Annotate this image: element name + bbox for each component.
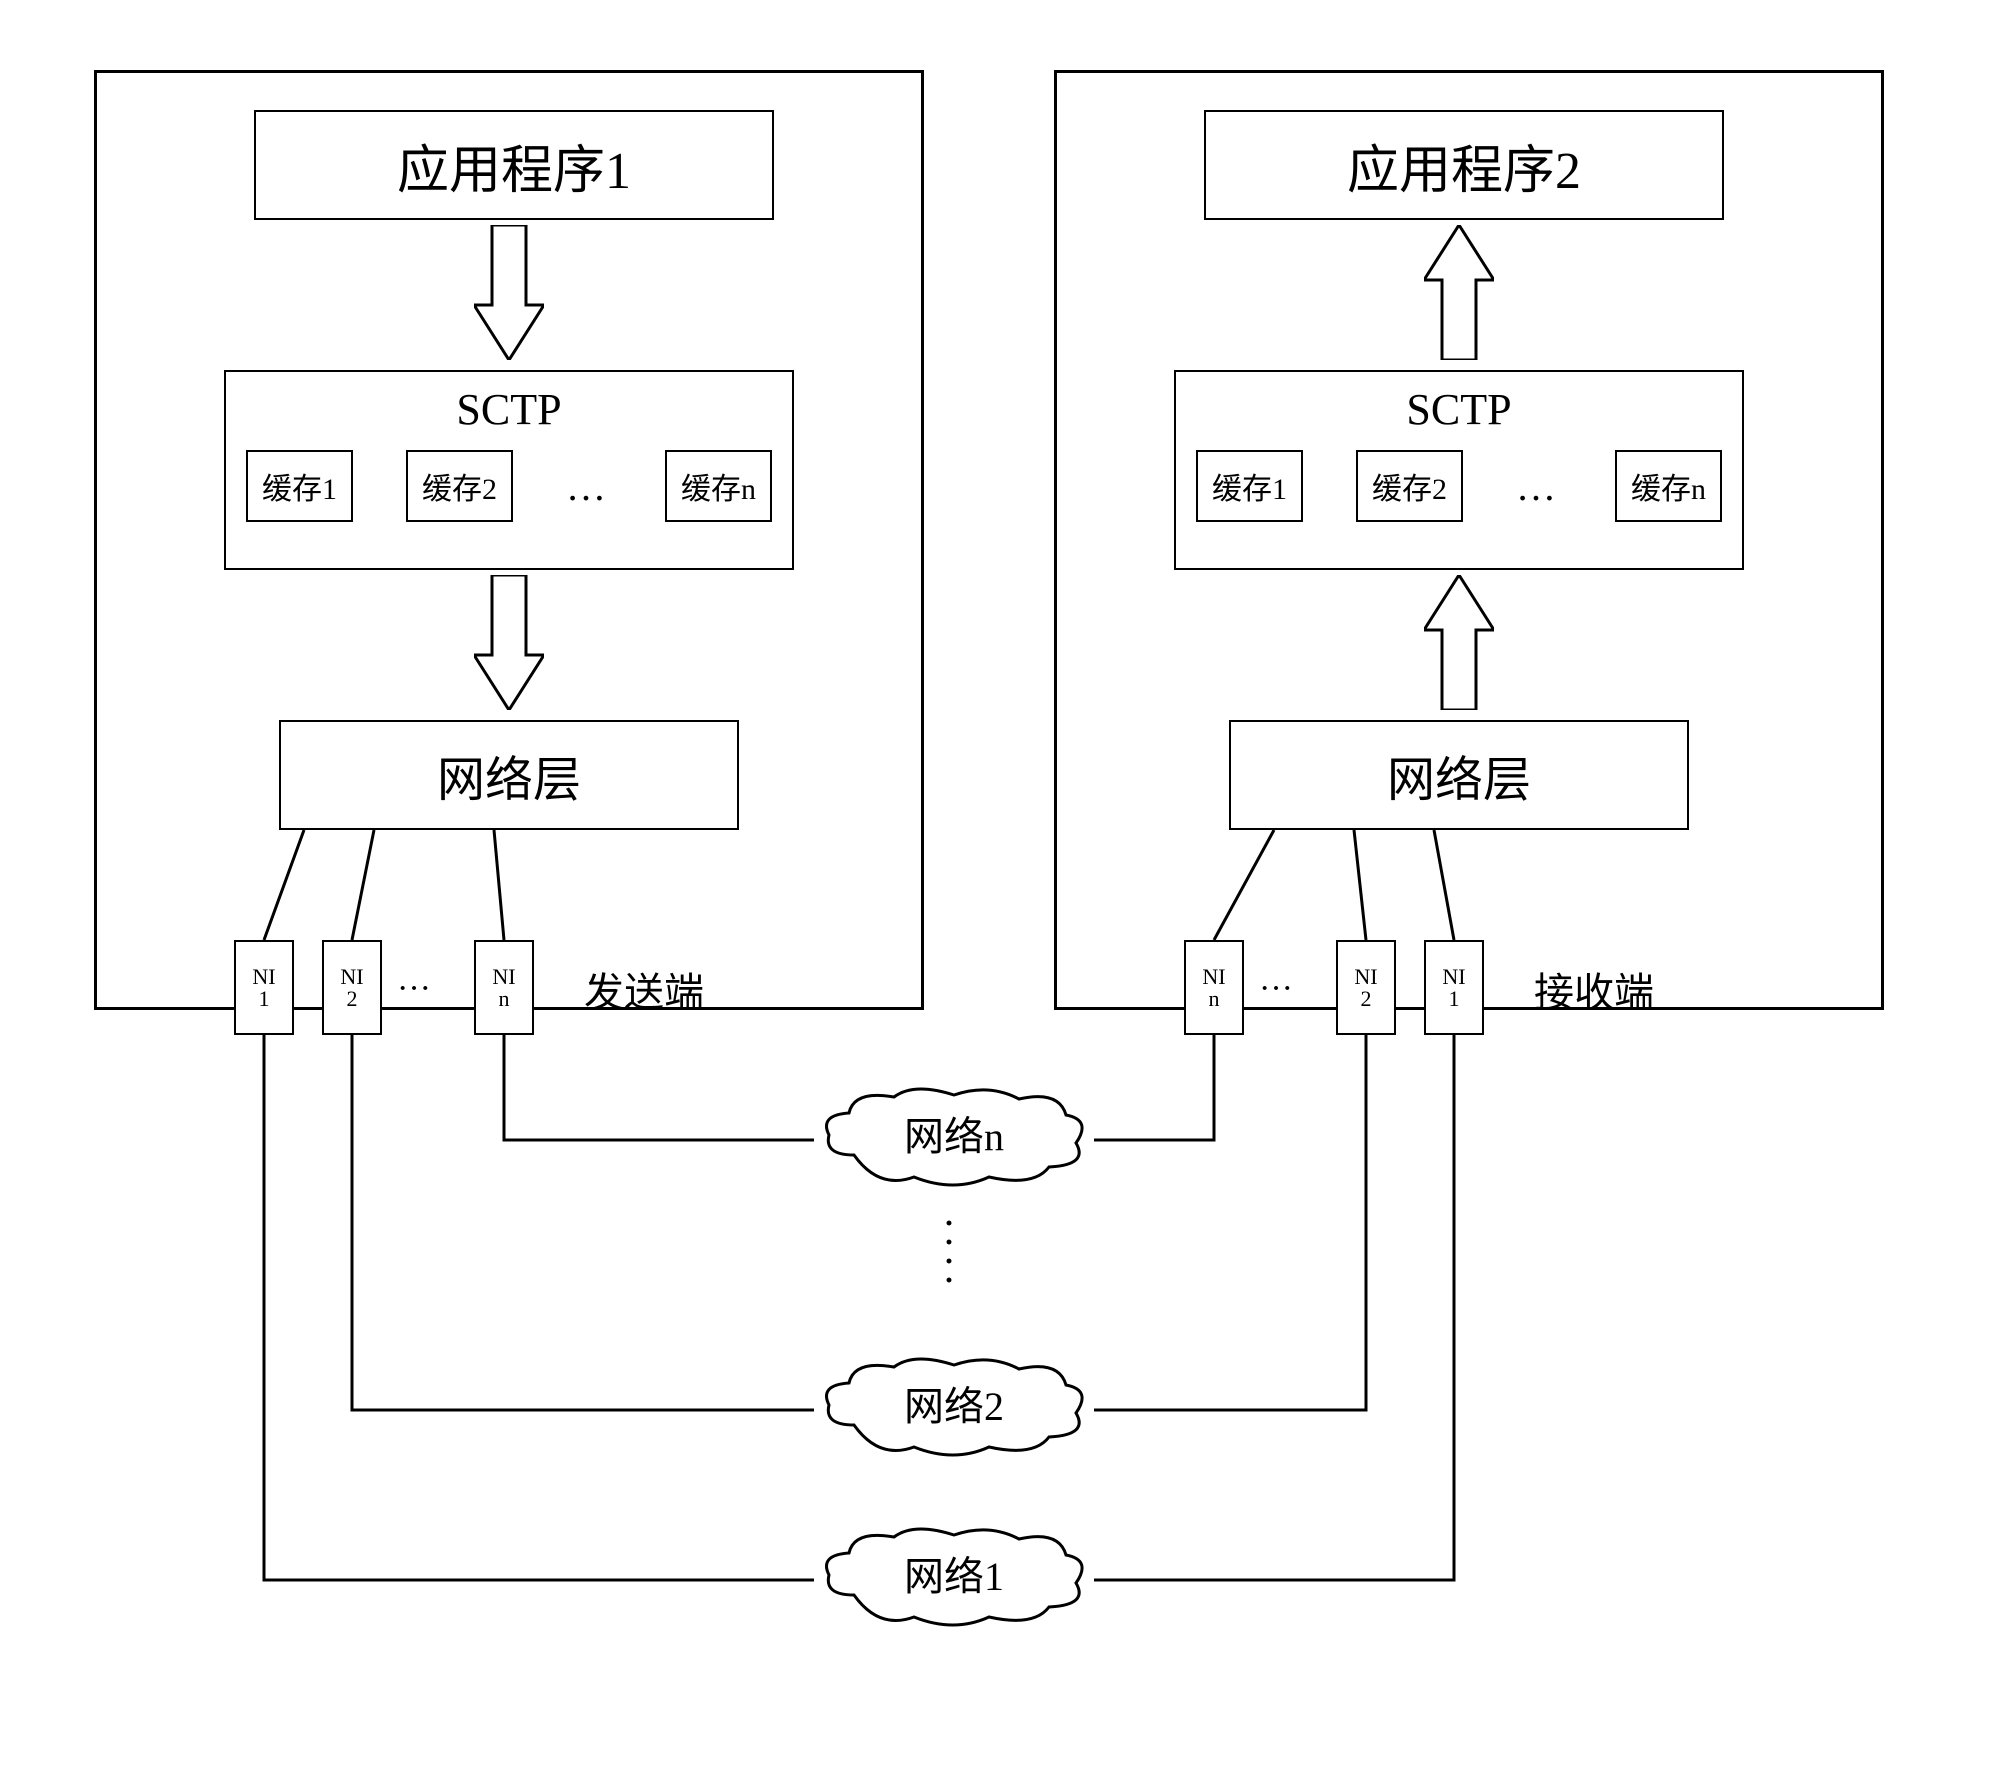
connection-lines [54, 40, 1954, 1740]
vertical-ellipsis-icon: ···· [942, 1215, 956, 1291]
cloud-label: 网络1 [904, 1554, 1004, 1599]
cloud-icon: 网络2 [814, 1355, 1094, 1465]
cloud-icon: 网络1 [814, 1525, 1094, 1635]
cloud-label: 网络2 [904, 1384, 1004, 1429]
diagram-root: 应用程序1 应用程序2 SCTP 缓存1 缓存2 … 缓存n SCTP 缓存1 … [54, 40, 1954, 1740]
cloud-icon: 网络n [814, 1085, 1094, 1195]
cloud-label: 网络n [904, 1114, 1004, 1159]
